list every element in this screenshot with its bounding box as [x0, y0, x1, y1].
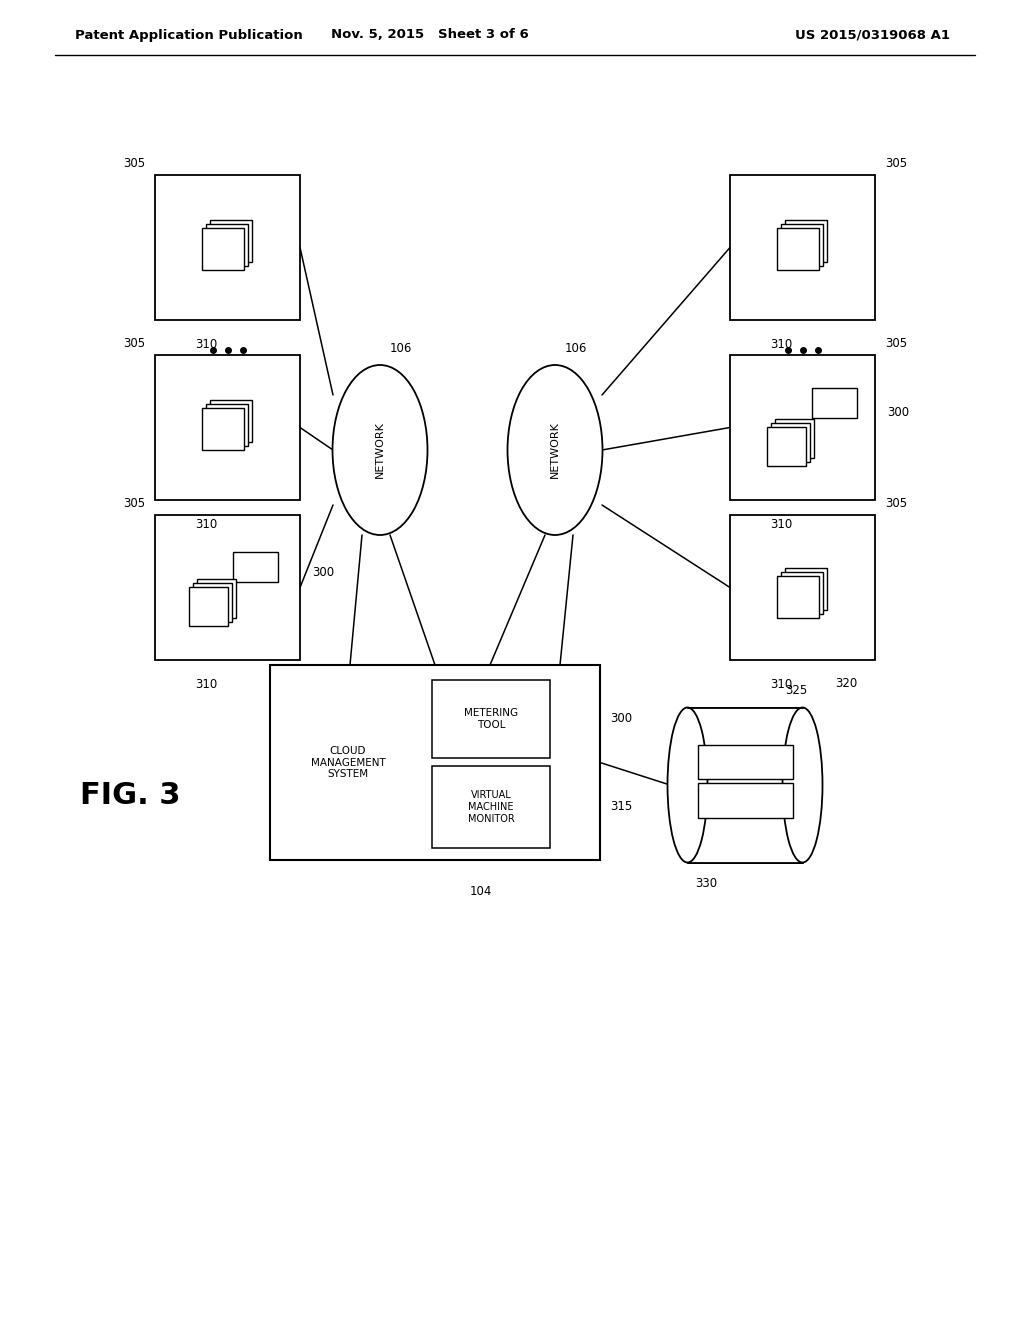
- Text: 104: 104: [470, 884, 493, 898]
- Text: 310: 310: [770, 517, 793, 531]
- Text: 310: 310: [770, 678, 793, 690]
- Bar: [155, 355, 300, 500]
- Bar: [432, 680, 550, 758]
- Bar: [155, 176, 300, 319]
- Ellipse shape: [508, 366, 602, 535]
- Text: Nov. 5, 2015   Sheet 3 of 6: Nov. 5, 2015 Sheet 3 of 6: [331, 29, 528, 41]
- Bar: [155, 515, 300, 660]
- Text: CLOUD
MANAGEMENT
SYSTEM: CLOUD MANAGEMENT SYSTEM: [310, 746, 385, 779]
- Bar: [202, 408, 244, 450]
- Bar: [781, 224, 823, 265]
- Text: 305: 305: [885, 498, 907, 510]
- Text: 300: 300: [610, 713, 632, 726]
- Bar: [777, 576, 819, 618]
- Text: FIG. 3: FIG. 3: [80, 780, 180, 809]
- Bar: [785, 220, 827, 261]
- Text: 305: 305: [885, 337, 907, 350]
- Text: 320: 320: [835, 677, 857, 690]
- Text: 300: 300: [312, 565, 334, 578]
- Text: 106: 106: [565, 342, 588, 355]
- Bar: [189, 587, 227, 626]
- Text: 310: 310: [195, 517, 217, 531]
- Bar: [730, 515, 874, 660]
- Text: NETWORK: NETWORK: [550, 421, 560, 478]
- Bar: [206, 224, 248, 265]
- Text: NETWORK: NETWORK: [375, 421, 385, 478]
- Bar: [202, 228, 244, 269]
- Bar: [781, 572, 823, 614]
- Bar: [210, 220, 252, 261]
- Text: 305: 305: [123, 157, 145, 170]
- Text: 315: 315: [610, 800, 632, 813]
- Text: 305: 305: [123, 498, 145, 510]
- Bar: [197, 579, 236, 618]
- Bar: [812, 388, 857, 418]
- Text: 106: 106: [390, 342, 413, 355]
- Text: VIRTUAL
MACHINE
MONITOR: VIRTUAL MACHINE MONITOR: [468, 791, 514, 824]
- Bar: [270, 665, 600, 861]
- Bar: [767, 428, 806, 466]
- Text: 305: 305: [123, 337, 145, 350]
- Bar: [194, 583, 231, 622]
- Text: METERING
TOOL: METERING TOOL: [464, 709, 518, 730]
- Bar: [687, 708, 803, 862]
- Bar: [771, 424, 810, 462]
- Ellipse shape: [782, 708, 822, 862]
- Text: 325: 325: [785, 684, 807, 697]
- Bar: [432, 766, 550, 847]
- Text: 300: 300: [887, 405, 909, 418]
- Bar: [697, 744, 793, 779]
- Text: 310: 310: [195, 338, 217, 351]
- Text: US 2015/0319068 A1: US 2015/0319068 A1: [795, 29, 950, 41]
- Ellipse shape: [333, 366, 427, 535]
- Bar: [206, 404, 248, 446]
- Text: 310: 310: [770, 338, 793, 351]
- Bar: [730, 355, 874, 500]
- Text: 330: 330: [695, 876, 717, 890]
- Bar: [785, 568, 827, 610]
- Bar: [777, 228, 819, 269]
- Text: Patent Application Publication: Patent Application Publication: [75, 29, 303, 41]
- Bar: [233, 552, 278, 582]
- Bar: [730, 176, 874, 319]
- Ellipse shape: [668, 708, 708, 862]
- Text: 310: 310: [195, 678, 217, 690]
- Bar: [210, 400, 252, 442]
- Text: 305: 305: [885, 157, 907, 170]
- Bar: [697, 784, 793, 817]
- Bar: [775, 420, 814, 458]
